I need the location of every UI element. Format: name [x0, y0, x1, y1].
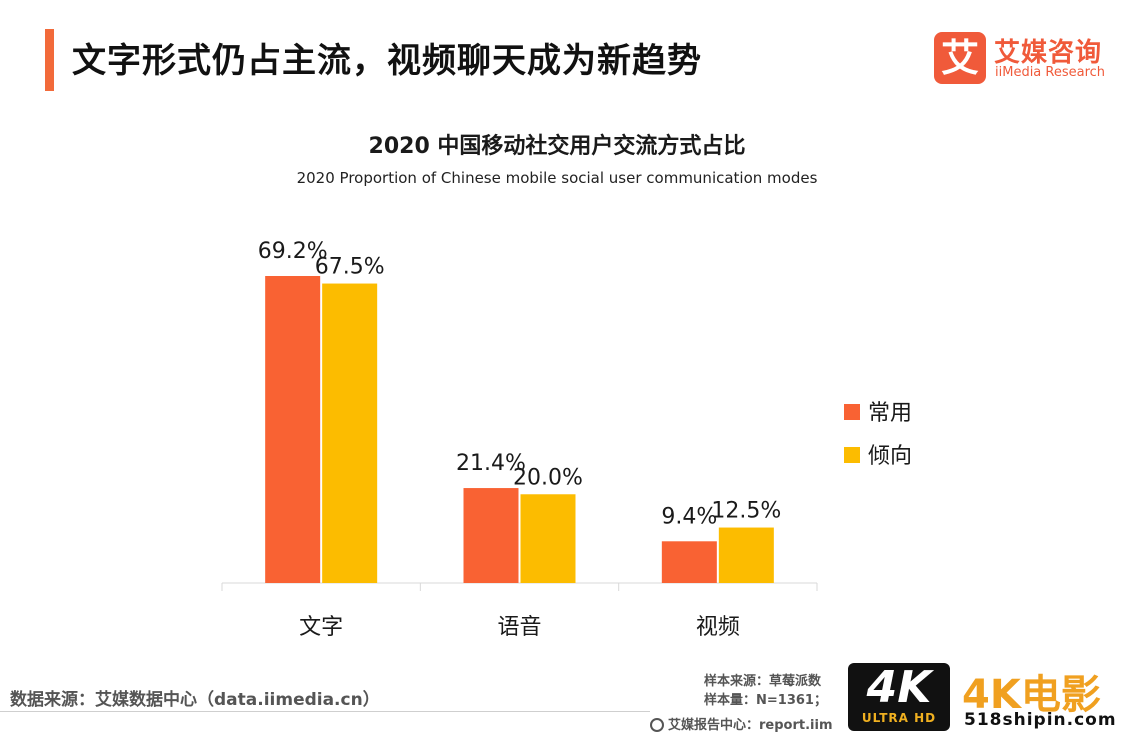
- data-label: 20.0%: [513, 465, 583, 490]
- bar-倾向-视频: [718, 527, 774, 583]
- title-accent-bar: [45, 29, 54, 91]
- bar-常用-语音: [463, 488, 519, 583]
- watermark-text: 4K电影: [962, 672, 1101, 718]
- data-source: 数据来源：艾媒数据中心（data.iimedia.cn）: [10, 690, 380, 710]
- logo-mark-icon: 艾: [934, 32, 986, 84]
- data-label: 67.5%: [315, 255, 385, 280]
- x-tick-label: 文字: [299, 615, 343, 640]
- chart-subtitle: 2020 Proportion of Chinese mobile social…: [296, 169, 818, 187]
- chart-title: 2020 中国移动社交用户交流方式占比: [368, 134, 746, 159]
- legend-swatch-倾向: [844, 447, 860, 463]
- bar-常用-视频: [661, 541, 717, 583]
- page-title: 文字形式仍占主流，视频聊天成为新趋势: [72, 41, 702, 81]
- sample-size: 样本量：N=1361；: [704, 693, 827, 708]
- data-label: 12.5%: [711, 499, 781, 524]
- iimedia-logo: 艾 艾媒咨询 iiMedia Research: [934, 32, 1124, 88]
- report-center-link[interactable]: 艾媒报告中心：report.iim: [650, 714, 833, 733]
- x-tick-label: 视频: [696, 615, 740, 640]
- sample-source: 样本来源：草莓派数: [704, 674, 822, 689]
- bar-倾向-语音: [520, 494, 576, 583]
- bar-倾向-文字: [322, 283, 378, 583]
- data-label: 69.2%: [258, 239, 328, 264]
- report-center-text: 艾媒报告中心：report.iim: [668, 718, 833, 733]
- legend-label: 常用: [868, 401, 912, 426]
- legend-label: 倾向: [868, 444, 912, 469]
- data-label: 21.4%: [456, 451, 526, 476]
- globe-icon: [650, 718, 664, 732]
- bar-常用-文字: [265, 276, 321, 583]
- legend-swatch-常用: [844, 404, 860, 420]
- watermark-badge: 4K ULTRA HD: [848, 663, 950, 731]
- x-tick-label: 语音: [497, 615, 541, 640]
- logo-chinese-text: 艾媒咨询: [994, 38, 1103, 68]
- data-label: 9.4%: [661, 504, 717, 529]
- watermark-badge-subtext: ULTRA HD: [861, 711, 937, 725]
- watermark-url: 518shipin.com: [964, 710, 1117, 730]
- footer-divider: [0, 711, 650, 712]
- logo-english-text: iiMedia Research: [995, 65, 1106, 80]
- watermark-badge-text: 4K: [866, 662, 932, 713]
